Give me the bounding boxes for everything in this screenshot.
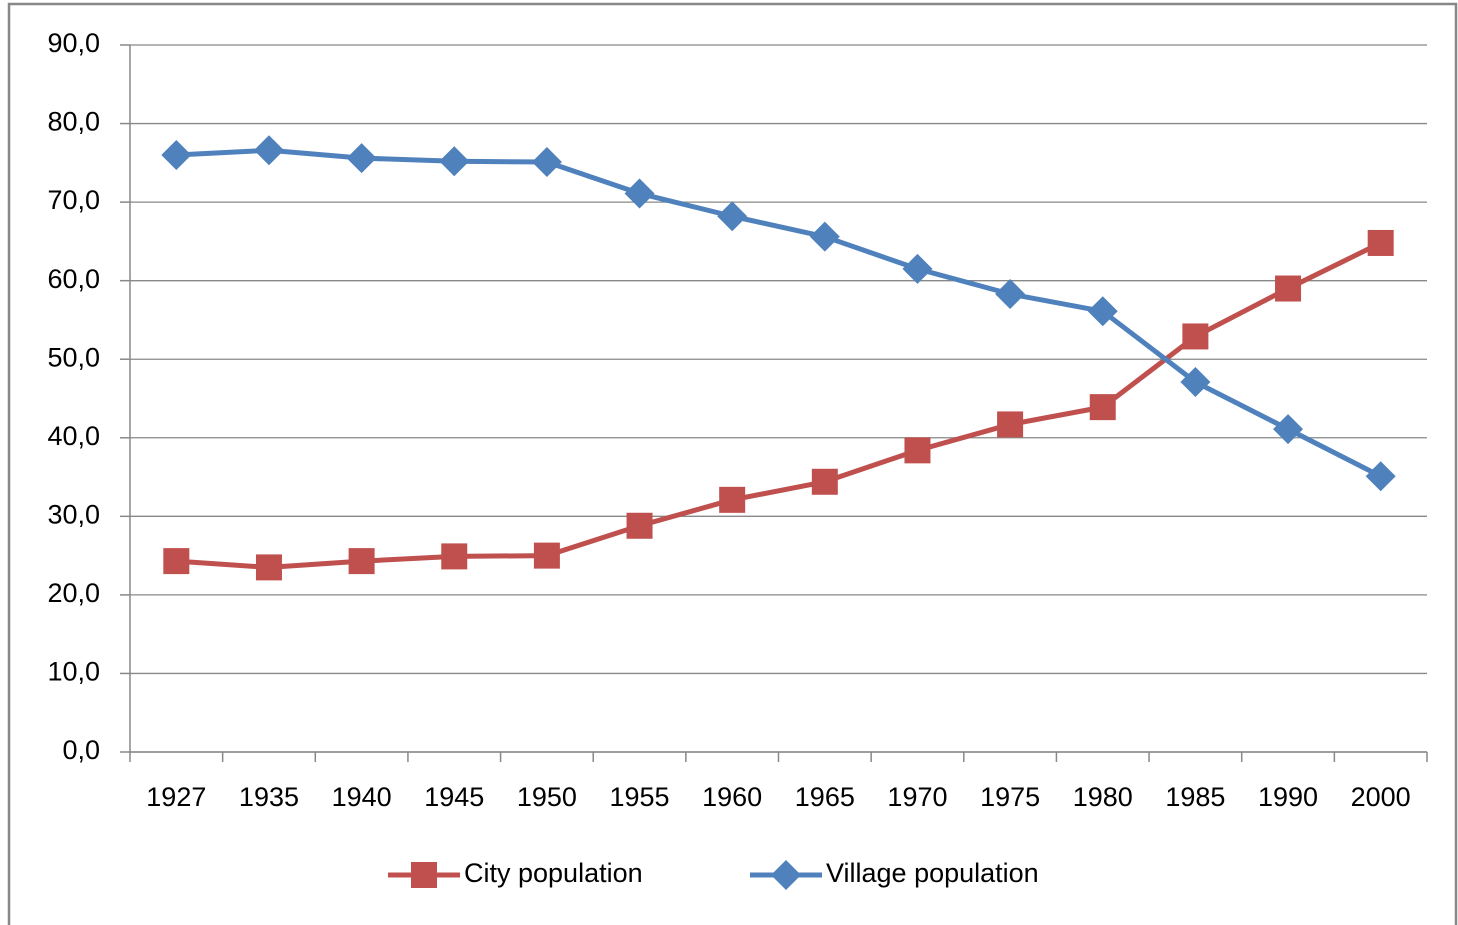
data-point — [531, 147, 562, 178]
legend-marker — [411, 862, 437, 888]
data-point — [163, 548, 190, 575]
y-tick-label: 90,0 — [47, 28, 100, 58]
data-point — [439, 146, 470, 177]
x-tick-label: 1955 — [609, 782, 669, 812]
y-tick-label: 80,0 — [47, 107, 100, 137]
data-point — [809, 221, 840, 252]
data-point — [1087, 296, 1118, 327]
y-tick-label: 20,0 — [47, 578, 100, 608]
y-tick-label: 70,0 — [47, 185, 100, 215]
x-tick-label: 1950 — [517, 782, 577, 812]
y-tick-label: 60,0 — [47, 264, 100, 294]
data-point — [997, 411, 1024, 438]
data-point — [1273, 414, 1304, 445]
x-tick-label: 1975 — [980, 782, 1040, 812]
x-tick-label: 1927 — [146, 782, 206, 812]
y-tick-label: 0,0 — [62, 735, 100, 765]
data-point — [441, 543, 468, 570]
x-tick-label: 1945 — [424, 782, 484, 812]
data-point — [533, 542, 560, 569]
data-point — [1180, 367, 1211, 398]
data-point — [253, 135, 284, 166]
chart-frame — [7, 2, 1458, 925]
data-point — [719, 486, 746, 513]
data-point — [717, 201, 748, 232]
series-line — [176, 147, 1382, 479]
series-line — [176, 240, 1382, 570]
x-tick-label: 1960 — [702, 782, 762, 812]
legend-label: Village population — [826, 858, 1039, 888]
data-point — [255, 554, 282, 581]
data-point — [811, 468, 838, 495]
data-point — [1365, 461, 1396, 492]
x-tick-label: 1965 — [795, 782, 855, 812]
data-point — [626, 512, 653, 539]
data-point — [1089, 394, 1116, 421]
data-point — [902, 253, 933, 284]
data-point — [624, 178, 655, 209]
y-tick-label: 30,0 — [47, 499, 100, 529]
legend-marker — [771, 860, 801, 890]
x-tick-label: 1940 — [332, 782, 392, 812]
data-point — [1275, 275, 1302, 302]
data-point — [904, 437, 931, 464]
data-point — [161, 139, 192, 170]
data-point — [346, 143, 377, 174]
data-point — [348, 548, 375, 575]
x-tick-label: 1970 — [887, 782, 947, 812]
data-point — [1182, 323, 1209, 350]
x-tick-label: 1980 — [1073, 782, 1133, 812]
data-point — [995, 279, 1026, 310]
y-tick-label: 50,0 — [47, 342, 100, 372]
x-tick-label: 1935 — [239, 782, 299, 812]
data-point — [1367, 229, 1394, 256]
x-tick-label: 1990 — [1258, 782, 1318, 812]
x-tick-label: 1985 — [1165, 782, 1225, 812]
y-tick-label: 10,0 — [47, 657, 100, 687]
y-tick-label: 40,0 — [47, 421, 100, 451]
legend-label: City population — [464, 858, 643, 888]
x-tick-label: 2000 — [1351, 782, 1411, 812]
